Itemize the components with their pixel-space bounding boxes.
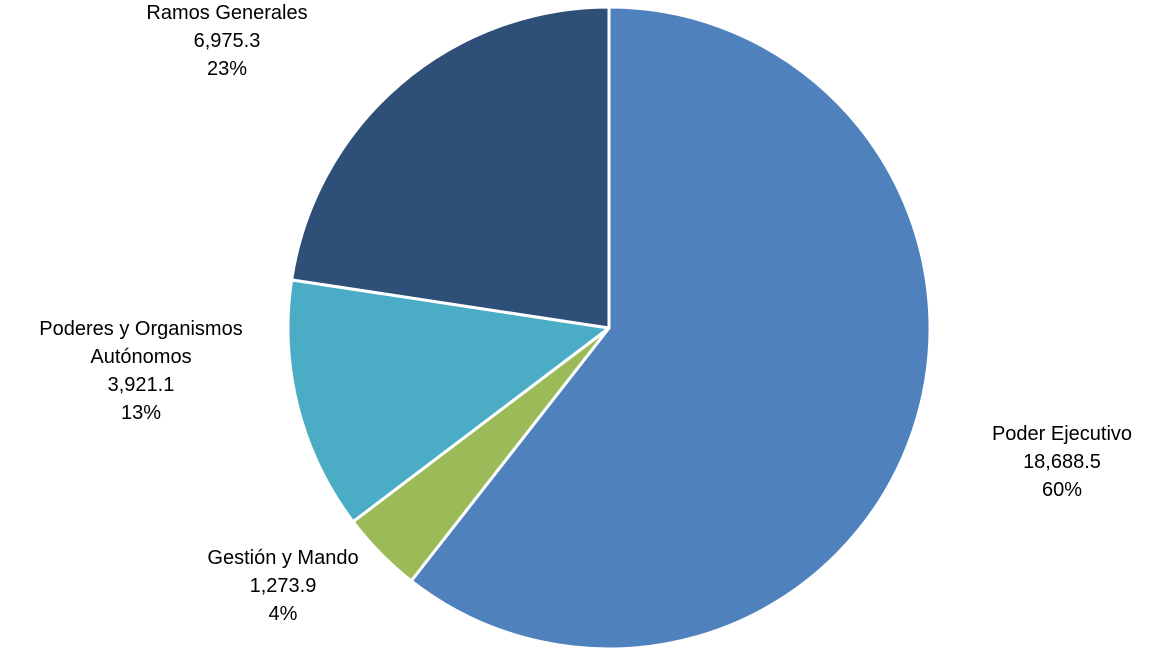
slice-percent-label: 23% bbox=[207, 58, 247, 80]
slice-label-ramos-generales: Ramos Generales 6,975.3 23% bbox=[146, 2, 307, 80]
slice-label-gestion-y-mando: Gestión y Mando 1,273.9 4% bbox=[207, 547, 358, 625]
slice-value-label: 1,273.9 bbox=[250, 575, 317, 597]
pie-slice-poderes-y-organismos-autonomos bbox=[286, 278, 611, 524]
slice-percent-label: 60% bbox=[1042, 479, 1082, 501]
slice-name-line: Autónomos bbox=[90, 346, 191, 368]
slice-name-line: Poderes y Organismos bbox=[39, 318, 242, 340]
pie-slice-poder-ejecutivo bbox=[409, 5, 932, 650]
slice-percent-label: 4% bbox=[269, 603, 298, 625]
slice-percent-label: 13% bbox=[121, 402, 161, 424]
slice-name-line: Gestión y Mando bbox=[207, 547, 358, 569]
slice-label-poder-ejecutivo: Poder Ejecutivo 18,688.5 60% bbox=[992, 423, 1132, 501]
slice-value-label: 6,975.3 bbox=[194, 30, 261, 52]
slice-value-label: 18,688.5 bbox=[1023, 451, 1101, 473]
pie-slice-ramos-generales bbox=[290, 5, 611, 330]
slice-name-line: Poder Ejecutivo bbox=[992, 423, 1132, 445]
slice-name-line: Ramos Generales bbox=[146, 2, 307, 24]
pie-labels: Poder Ejecutivo 18,688.5 60% Gestión y Mand… bbox=[39, 2, 1132, 625]
slice-label-poderes-y-organismos-autonomos: Poderes y Organismos Autónomos 3,921.1 13% bbox=[39, 318, 242, 424]
slice-value-label: 3,921.1 bbox=[108, 374, 175, 396]
pie-slices bbox=[286, 5, 932, 650]
